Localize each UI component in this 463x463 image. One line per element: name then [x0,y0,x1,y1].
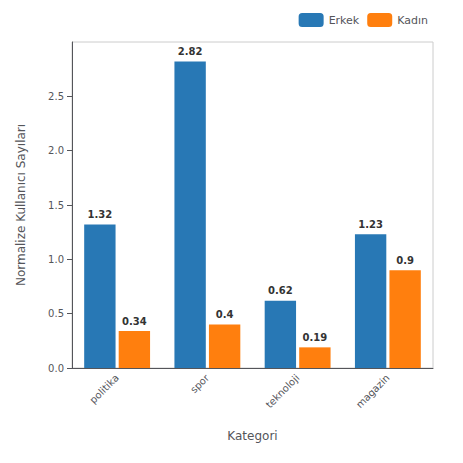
svg-text:0.5: 0.5 [48,308,64,319]
svg-text:1.32: 1.32 [88,209,113,220]
svg-text:0.0: 0.0 [48,363,64,374]
svg-text:2.0: 2.0 [48,145,64,156]
svg-text:2.82: 2.82 [178,46,203,57]
svg-text:0.4: 0.4 [216,309,234,320]
svg-text:1.23: 1.23 [358,219,383,230]
svg-text:1.0: 1.0 [48,254,64,265]
svg-text:Kategori: Kategori [227,429,277,443]
svg-text:0.62: 0.62 [268,285,293,296]
svg-text:0.9: 0.9 [396,255,414,266]
svg-text:2.5: 2.5 [48,91,64,102]
svg-text:politika: politika [87,372,121,406]
svg-text:Kadın: Kadın [397,14,428,27]
svg-text:Erkek: Erkek [329,14,360,27]
svg-text:spor: spor [188,371,212,395]
svg-text:1.5: 1.5 [48,200,64,211]
svg-text:0.34: 0.34 [122,316,147,327]
svg-text:teknoloji: teknoloji [264,372,302,410]
svg-text:0.19: 0.19 [303,332,328,343]
svg-text:magazin: magazin [354,372,392,410]
svg-text:Normalize Kullanıcı Sayıları: Normalize Kullanıcı Sayıları [14,124,28,286]
